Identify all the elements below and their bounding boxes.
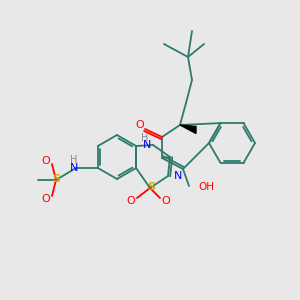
Text: OH: OH	[198, 182, 214, 192]
Text: N: N	[70, 163, 78, 173]
Text: O: O	[42, 156, 50, 166]
Text: N: N	[142, 140, 151, 150]
Text: O: O	[162, 196, 170, 206]
Text: H: H	[141, 133, 149, 143]
Text: O: O	[42, 194, 50, 204]
Text: O: O	[127, 196, 135, 206]
Text: S: S	[52, 174, 60, 184]
Polygon shape	[180, 125, 196, 134]
Text: S: S	[147, 182, 155, 192]
Text: N: N	[174, 171, 182, 181]
Text: O: O	[136, 120, 144, 130]
Text: H: H	[70, 155, 78, 165]
